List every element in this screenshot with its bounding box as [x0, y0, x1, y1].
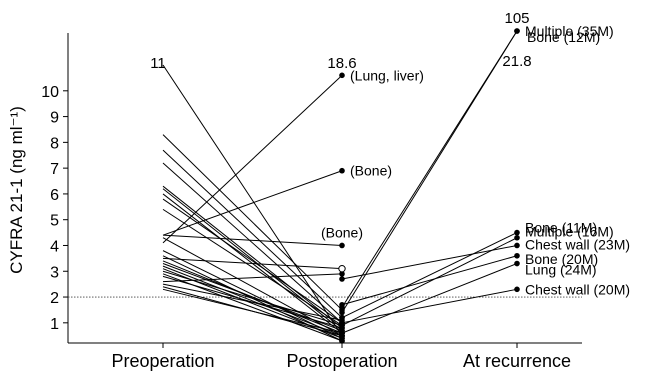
lines-layer	[163, 31, 517, 341]
data-point	[339, 276, 345, 282]
x-tick-label: Postoperation	[286, 351, 397, 371]
y-tick-label: 4	[50, 238, 59, 255]
series-segment	[163, 199, 342, 323]
annotation-label: Chest wall (20M)	[525, 281, 630, 297]
series-segment	[163, 171, 342, 235]
series-segment	[163, 235, 342, 245]
annotation-label: Lung (24M)	[525, 262, 597, 278]
offscale-value-label: 21.8	[502, 53, 531, 70]
annotation-label: (Lung, liver)	[350, 67, 424, 83]
data-point	[339, 315, 345, 321]
series-segment	[342, 289, 517, 323]
y-tick-label: 9	[50, 110, 59, 127]
data-point	[514, 230, 520, 236]
data-point	[514, 261, 520, 267]
series-segment	[163, 65, 342, 336]
series-segment	[163, 284, 342, 320]
y-tick-label: 6	[50, 187, 59, 204]
series-segment	[163, 150, 342, 318]
data-point	[339, 168, 345, 174]
data-point	[514, 287, 520, 293]
y-tick-label: 7	[50, 161, 59, 178]
data-point	[514, 235, 520, 241]
annotation-label: Bone (12M)	[527, 29, 600, 45]
y-tick-label: 5	[50, 213, 59, 230]
data-point	[339, 320, 345, 326]
y-axis-label: CYFRA 21-1 (ng ml⁻¹)	[7, 106, 26, 274]
data-point	[514, 253, 520, 259]
x-tick-label: Preoperation	[111, 351, 214, 371]
y-tick-label: 2	[50, 290, 59, 307]
y-tick-label: 3	[50, 264, 59, 281]
series-segment	[163, 266, 342, 336]
annotation-label: (Bone)	[321, 224, 363, 240]
series-segment	[342, 233, 517, 318]
offscale-value-label: 11	[150, 55, 166, 72]
open-data-point	[339, 265, 345, 271]
data-point	[339, 310, 345, 316]
y-tick-label: 8	[50, 135, 59, 152]
data-point	[339, 338, 345, 344]
y-tick-label: 10	[41, 84, 59, 101]
x-tick-label: At recurrence	[463, 351, 571, 371]
data-point	[514, 243, 520, 249]
data-point	[339, 243, 345, 249]
y-tick-label: 1	[50, 316, 59, 333]
series-segment	[163, 274, 342, 282]
series-segment	[163, 186, 342, 328]
data-point	[339, 73, 345, 79]
data-point	[339, 302, 345, 308]
annotation-label: (Bone)	[350, 163, 392, 179]
data-point	[514, 28, 520, 34]
annotation-label: Bone (11M)	[525, 220, 597, 236]
data-point	[339, 330, 345, 336]
axes: 1 2 3 4 5 6 7 8 9 10 Preoperation Postoperation At r…	[41, 33, 582, 371]
